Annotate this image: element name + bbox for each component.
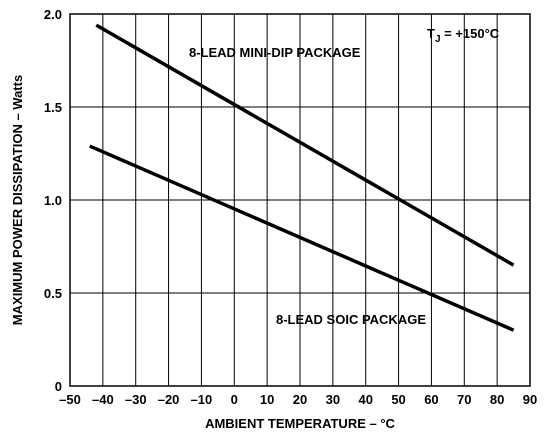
tj-subscript: J [435,34,441,45]
x-tick-label: 50 [391,392,405,407]
x-tick-label: –10 [191,392,213,407]
x-tick-labels: –50 –40 –30 –20 –10 0 10 20 30 40 50 60 70 80 90 [59,392,537,407]
y-tick-label: 1.5 [44,100,62,115]
y-tick-label: 2.0 [44,7,62,22]
x-tick-label: 80 [490,392,504,407]
series-lines [89,23,515,332]
y-tick-labels: 0 0.5 1.0 1.5 2.0 [44,7,62,394]
x-axis-title: AMBIENT TEMPERATURE – °C [205,416,395,431]
x-tick-label: 90 [523,392,537,407]
series-label-soic: 8-LEAD SOIC PACKAGE [276,312,426,327]
x-tick-label: 20 [293,392,307,407]
series-line-mini-dip [95,23,515,267]
y-tick-label: 1.0 [44,193,62,208]
x-tick-label: 60 [424,392,438,407]
x-tick-label: –30 [125,392,147,407]
y-axis-title: MAXIMUM POWER DISSIPATION – Watts [10,75,25,325]
x-tick-label: 70 [457,392,471,407]
plot-frame [69,13,531,387]
y-tick-label: 0.5 [44,286,62,301]
x-tick-label: 40 [358,392,372,407]
series-label-mini-dip: 8-LEAD MINI-DIP PACKAGE [189,45,361,60]
x-tick-label: –40 [92,392,114,407]
x-tick-label: –20 [158,392,180,407]
x-tick-label: 0 [231,392,238,407]
tj-value: = +150°C [441,26,500,41]
series-line-soic [89,144,515,332]
grid [70,14,530,386]
tj-prefix: T [427,26,435,41]
y-tick-label: 0 [55,379,62,394]
x-tick-label: –50 [59,392,81,407]
x-tick-label: 30 [326,392,340,407]
junction-temp-annotation: TJ = +150°C [427,26,500,45]
x-tick-label: 10 [260,392,274,407]
